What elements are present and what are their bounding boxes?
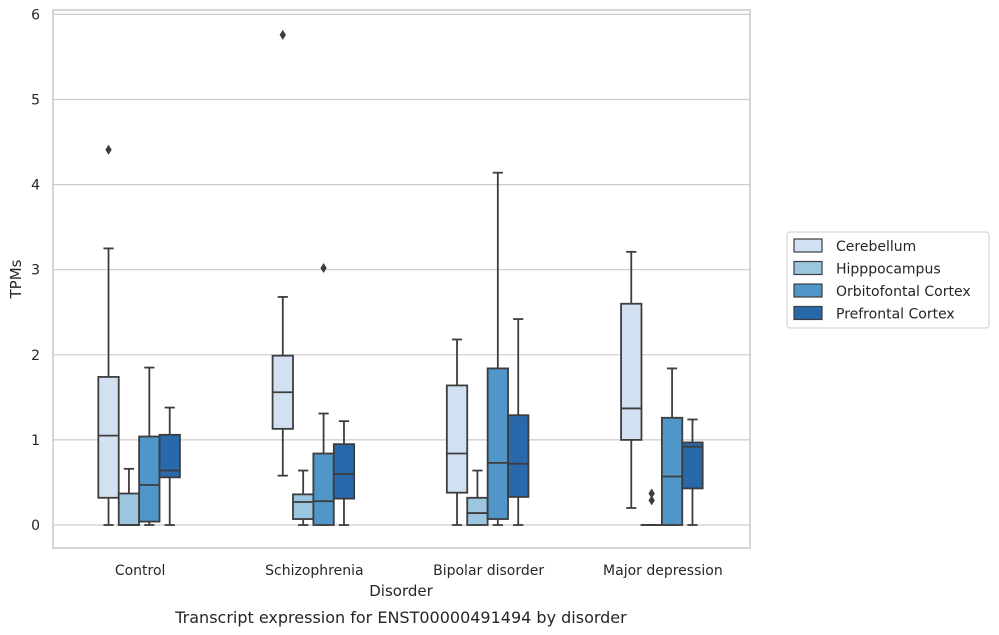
- legend-label: Orbitofontal Cortex: [836, 284, 971, 300]
- outlier-marker: [648, 488, 655, 499]
- x-axis-ticks: Control Schizophrenia Bipolar disorder Majo…: [115, 563, 723, 579]
- box: [681, 418, 704, 526]
- box: [271, 29, 294, 477]
- chart-caption: Transcript expression for ENST0000049149…: [174, 608, 627, 627]
- box: [158, 406, 181, 526]
- box-body: [507, 414, 530, 498]
- x-tick-label: Control: [115, 563, 166, 579]
- series-prefrontal-cortex: [158, 318, 704, 526]
- legend-label: Prefrontal Cortex: [836, 307, 955, 323]
- box: [507, 318, 530, 526]
- y-tick-label: 0: [31, 518, 40, 534]
- box: [312, 262, 335, 526]
- series-hipppocampus: [117, 467, 663, 526]
- box: [97, 144, 120, 526]
- box-body: [681, 441, 704, 490]
- box-body: [117, 492, 141, 526]
- box-body: [138, 435, 161, 523]
- y-tick-label: 1: [31, 433, 40, 449]
- box-body: [97, 376, 120, 499]
- box-body: [332, 443, 356, 500]
- legend-swatch: [793, 238, 823, 253]
- box: [620, 250, 643, 509]
- y-tick-label: 2: [31, 348, 40, 364]
- x-tick-label: Major depression: [603, 563, 723, 579]
- box-body: [445, 384, 469, 494]
- box: [292, 469, 315, 526]
- y-tick-label: 4: [31, 178, 40, 194]
- x-axis-label: Disorder: [369, 582, 433, 600]
- y-axis-label: TPMs: [7, 259, 25, 299]
- y-tick-label: 6: [31, 7, 40, 23]
- box-body: [660, 416, 684, 526]
- x-tick-label: Bipolar disorder: [433, 563, 544, 579]
- legend-swatch: [793, 260, 823, 276]
- legend: Cerebellum Hipppocampus Orbitofontal Corte…: [786, 231, 990, 329]
- box-body: [466, 496, 489, 526]
- box: [117, 467, 141, 526]
- x-tick-label: Schizophrenia: [265, 563, 363, 579]
- y-tick-label: 3: [31, 263, 40, 279]
- box-body: [486, 367, 509, 520]
- box: [332, 420, 356, 526]
- box-series: [97, 29, 704, 526]
- legend-frame: [786, 231, 990, 329]
- box-body: [158, 433, 181, 479]
- box: [445, 338, 469, 526]
- box: [466, 469, 489, 526]
- box-body: [312, 452, 335, 526]
- legend-label: Hipppocampus: [836, 262, 941, 278]
- box: [486, 171, 509, 526]
- legend-label: Cerebellum: [836, 239, 916, 255]
- box: [138, 366, 161, 526]
- legend-swatch: [793, 305, 823, 321]
- box-body: [620, 302, 643, 441]
- outlier-marker: [279, 29, 286, 40]
- series-cerebellum: [97, 29, 643, 526]
- y-tick-label: 5: [31, 93, 40, 109]
- outlier-marker: [648, 495, 655, 506]
- box: [640, 488, 663, 526]
- outlier-marker: [320, 262, 327, 273]
- box: [660, 367, 684, 526]
- y-axis-ticks: 0 1 2 3 4 5 6: [31, 7, 40, 534]
- plot-area-frame: [52, 9, 751, 549]
- series-orbitofontal-cortex: [138, 171, 684, 526]
- box-body: [292, 493, 315, 520]
- outlier-marker: [105, 144, 112, 155]
- legend-swatch: [793, 283, 823, 298]
